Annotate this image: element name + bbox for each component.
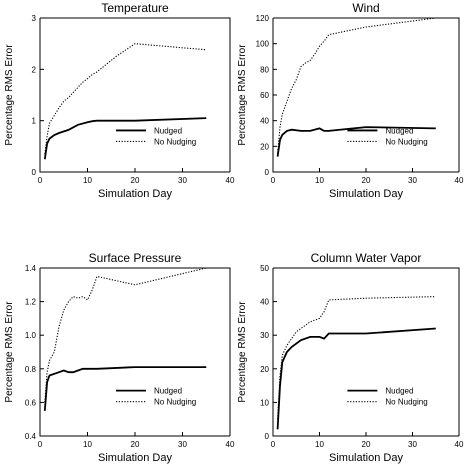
chart-surface-pressure-axes (39, 268, 230, 437)
chart-temperature-x-tick-label: 30 (178, 176, 187, 185)
chart-column-water-vapor-y-tick-label: 20 (260, 365, 269, 374)
chart-surface-pressure-x-tick-label: 40 (226, 440, 235, 449)
chart-wind-y-tick-label: 100 (256, 40, 270, 49)
chart-surface-pressure-x-tick-label: 30 (178, 440, 187, 449)
chart-surface-pressure-y-tick-label: 1.4 (25, 264, 37, 273)
chart-temperature-x-tick-label: 20 (131, 176, 140, 185)
chart-temperature-title: Temperature (101, 1, 169, 15)
chart-surface-pressure-title: Surface Pressure (89, 251, 182, 265)
chart-surface-pressure-x-tick-label: 20 (131, 440, 140, 449)
chart-column-water-vapor-x-tick-label: 30 (408, 440, 417, 449)
chart-surface-pressure-y-tick-label: 0.4 (25, 432, 37, 441)
chart-surface-pressure-y-axis-label: Percentage RMS Error (4, 301, 15, 403)
chart-surface-pressure-frame (40, 267, 231, 436)
chart-wind-series-no-nudging (277, 17, 436, 153)
chart-column-water-vapor-x-tick-label: 20 (362, 440, 371, 449)
chart-surface-pressure-x-tick-label: 10 (83, 440, 92, 449)
chart-column-water-vapor-x-tick-label: 10 (315, 440, 324, 449)
chart-column-water-vapor-axes (272, 268, 459, 437)
chart-surface-pressure-y-tick-label: 0.6 (25, 398, 37, 407)
chart-column-water-vapor: Column Water Vapor Simulation Day Percenta… (237, 251, 464, 464)
chart-surface-pressure-y-tick-label: 0.8 (25, 365, 37, 374)
chart-wind-y-tick-label: 20 (260, 142, 269, 151)
chart-wind-x-tick-label: 20 (362, 176, 371, 185)
chart-wind-axes (272, 18, 459, 173)
chart-temperature-x-axis-label: Simulation Day (98, 188, 172, 200)
chart-wind-legend-label-no-nudging: No Nudging (385, 137, 427, 146)
chart-temperature-y-tick-label: 0 (32, 168, 37, 177)
chart-temperature-series-nudged (43, 117, 207, 160)
chart-surface-pressure: Surface Pressure Simulation Day Percentage… (4, 251, 235, 464)
chart-temperature-legend-label-no-nudging: No Nudging (154, 137, 196, 146)
chart-column-water-vapor-frame (273, 267, 460, 436)
chart-temperature-legend-label-nudged: Nudged (154, 126, 182, 135)
chart-wind-legend-label-nudged: Nudged (385, 126, 413, 135)
chart-column-water-vapor-series-nudged (276, 327, 436, 430)
chart-temperature-x-tick-label: 10 (83, 176, 92, 185)
chart-wind-x-tick-label: 10 (315, 176, 324, 185)
chart-wind: Wind Simulation Day Percentage RMS Error 0 1… (237, 1, 464, 200)
chart-column-water-vapor-x-axis-label: Simulation Day (329, 452, 403, 464)
chart-temperature-y-tick-label: 3 (32, 14, 37, 23)
chart-wind-y-tick-label: 60 (260, 91, 269, 100)
chart-column-water-vapor-series-no-nudging (277, 296, 436, 420)
chart-temperature: Temperature Simulation Day Percentage RMS … (4, 1, 235, 200)
chart-surface-pressure-x-axis-label: Simulation Day (98, 452, 172, 464)
chart-column-water-vapor-x-tick-label: 40 (455, 440, 464, 449)
chart-temperature-axes (39, 18, 230, 173)
chart-wind-y-tick-label: 120 (256, 14, 270, 23)
chart-column-water-vapor-y-tick-label: 30 (260, 331, 269, 340)
chart-temperature-y-tick-label: 1 (32, 117, 37, 126)
chart-column-water-vapor-y-axis-label: Percentage RMS Error (237, 301, 248, 403)
chart-column-water-vapor-y-tick-label: 10 (260, 398, 269, 407)
chart-wind-title: Wind (352, 1, 379, 15)
chart-column-water-vapor-y-tick-label: 50 (260, 264, 269, 273)
chart-surface-pressure-series-nudged (43, 366, 207, 411)
chart-wind-x-tick-label: 0 (271, 176, 276, 185)
chart-surface-pressure-legend-label-no-nudging: No Nudging (154, 398, 196, 407)
chart-wind-series-nudged (276, 126, 436, 157)
chart-temperature-x-tick-label: 0 (38, 176, 43, 185)
chart-temperature-y-axis-label: Percentage RMS Error (4, 44, 15, 146)
chart-surface-pressure-x-tick-label: 0 (38, 440, 43, 449)
chart-temperature-frame (40, 17, 231, 172)
chart-column-water-vapor-title: Column Water Vapor (311, 251, 422, 265)
chart-wind-y-tick-label: 0 (265, 168, 270, 177)
chart-surface-pressure-y-tick-label: 1.0 (25, 331, 37, 340)
chart-wind-x-tick-label: 40 (455, 176, 464, 185)
chart-wind-frame (273, 17, 460, 172)
chart-temperature-series-no-nudging (44, 43, 207, 155)
chart-column-water-vapor-y-tick-label: 40 (260, 298, 269, 307)
chart-surface-pressure-legend-label-nudged: Nudged (154, 387, 182, 396)
chart-wind-x-tick-label: 30 (408, 176, 417, 185)
chart-temperature-y-tick-label: 2 (32, 65, 37, 74)
chart-column-water-vapor-legend-label-nudged: Nudged (385, 387, 413, 396)
chart-temperature-x-tick-label: 40 (226, 176, 235, 185)
chart-wind-y-tick-label: 80 (260, 65, 269, 74)
chart-wind-y-axis-label: Percentage RMS Error (237, 44, 248, 146)
chart-surface-pressure-series-no-nudging (44, 267, 207, 403)
chart-wind-x-axis-label: Simulation Day (329, 188, 403, 200)
chart-column-water-vapor-y-tick-label: 0 (265, 432, 270, 441)
chart-wind-y-tick-label: 40 (260, 117, 269, 126)
chart-column-water-vapor-x-tick-label: 0 (271, 440, 276, 449)
chart-column-water-vapor-legend-label-no-nudging: No Nudging (385, 398, 427, 407)
chart-surface-pressure-y-tick-label: 1.2 (25, 298, 37, 307)
